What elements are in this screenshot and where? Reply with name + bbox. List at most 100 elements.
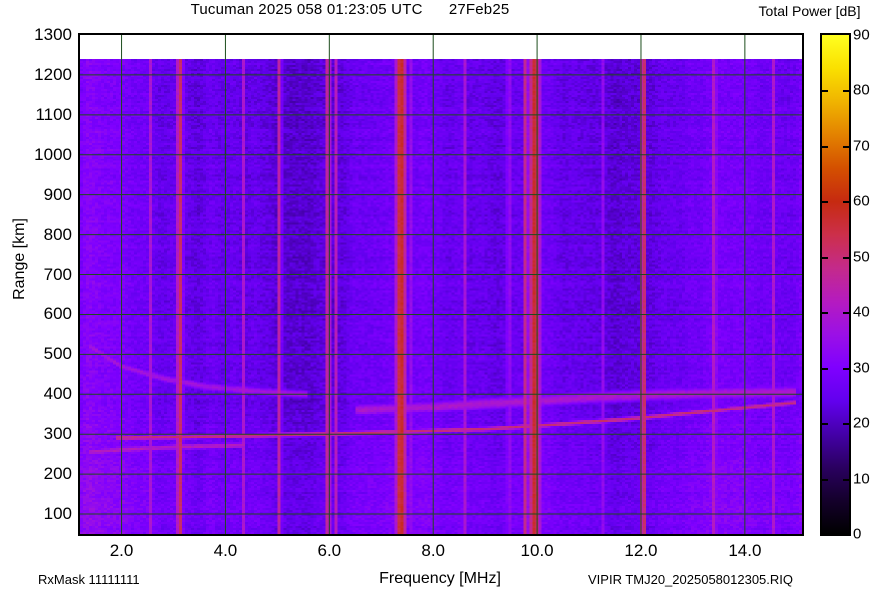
axis-tick	[122, 534, 124, 536]
axis-tick	[355, 534, 356, 536]
x-axis-tick-label: 10.0	[520, 541, 554, 560]
axis-tick	[802, 454, 804, 455]
axis-tick	[802, 294, 804, 295]
axis-tick	[212, 534, 213, 536]
page-title: Tucuman 2025 058 01:23:05 UTC 27Feb25	[190, 1, 510, 18]
axis-tick	[802, 255, 804, 256]
y-axis-tick-label: 1200	[34, 64, 72, 84]
axis-tick	[589, 534, 590, 536]
axis-tick	[802, 35, 804, 37]
axis-tick	[802, 185, 804, 186]
axis-tick	[802, 285, 804, 286]
axis-tick	[537, 534, 539, 536]
axis-tick	[802, 394, 804, 396]
axis-tick	[802, 265, 804, 266]
y-axis-tick-label: 600	[43, 304, 72, 324]
ionogram-plot-area[interactable]	[78, 33, 804, 536]
axis-tick	[802, 235, 804, 237]
axis-tick	[802, 115, 804, 117]
colorbar-tick-label: 20	[853, 414, 870, 432]
axis-tick	[550, 534, 551, 536]
axis-tick	[802, 85, 804, 86]
axis-tick	[802, 175, 804, 176]
axis-tick	[498, 534, 499, 536]
y-axis-tick-labels: 1300 1200 1100 1000 900 800 700 600 500 400 300 200…	[0, 25, 72, 536]
axis-tick	[745, 534, 747, 536]
y-axis-tick-label: 400	[43, 384, 72, 404]
axis-tick	[654, 534, 655, 536]
x-axis-tick-label: 4.0	[213, 541, 238, 560]
y-axis-tick-label: 200	[43, 464, 72, 484]
x-axis-tick-label: 8.0	[421, 541, 446, 560]
x-axis-tick-label: 6.0	[317, 541, 342, 560]
axis-tick	[802, 215, 804, 216]
colorbar-tick-label: 80	[853, 81, 870, 99]
axis-tick	[485, 534, 486, 536]
y-axis-tick-label: 100	[43, 504, 72, 524]
y-axis-tick-label: 1300	[34, 25, 72, 44]
axis-tick	[802, 484, 804, 485]
axis-tick	[407, 534, 408, 536]
axis-tick	[802, 165, 804, 166]
axis-tick	[251, 534, 252, 536]
x-axis-title: Frequency [MHz]	[379, 570, 501, 587]
axis-tick	[802, 314, 804, 316]
y-axis-tick-label: 300	[43, 424, 72, 444]
axis-tick	[802, 334, 804, 335]
axis-tick	[802, 95, 804, 96]
axis-tick	[802, 125, 804, 126]
colorbar-tick-label: 10	[853, 470, 870, 488]
axis-tick	[186, 534, 187, 536]
colorbar-tick-label: 30	[853, 359, 870, 377]
axis-tick	[83, 534, 84, 536]
colorbar-title: Total Power [dB]	[758, 3, 861, 19]
axis-tick	[329, 534, 331, 536]
axis-tick	[758, 534, 759, 536]
axis-tick	[96, 534, 97, 536]
axis-tick	[511, 534, 512, 536]
y-axis-title: Range [km]	[11, 218, 28, 300]
axis-tick	[732, 534, 733, 536]
x-axis-tick-label: 14.0	[728, 541, 762, 560]
axis-tick	[316, 534, 317, 536]
colorbar-tick-label: 50	[853, 248, 870, 266]
axis-tick	[802, 534, 804, 535]
axis-tick	[394, 534, 395, 536]
axis-tick	[802, 424, 804, 425]
axis-tick	[771, 534, 772, 536]
axis-tick	[802, 514, 804, 516]
axis-tick	[802, 344, 804, 345]
colorbar-gradient	[822, 35, 849, 534]
y-axis-tick-label: 500	[43, 344, 72, 364]
axis-tick	[802, 105, 804, 106]
axis-tick	[802, 205, 804, 206]
axis-tick	[290, 534, 291, 536]
spectrogram-image	[80, 35, 802, 534]
axis-tick	[264, 534, 265, 536]
colorbar-tick-label: 90	[853, 26, 870, 44]
axis-tick	[680, 534, 681, 536]
axis-tick	[802, 474, 804, 476]
axis-tick	[802, 245, 804, 246]
colorbar[interactable]	[820, 33, 851, 536]
axis-tick	[802, 225, 804, 226]
axis-tick	[802, 444, 804, 445]
axis-tick	[563, 534, 564, 536]
y-axis-tick-label: 900	[43, 184, 72, 204]
axis-tick	[802, 464, 804, 465]
axis-tick	[628, 534, 629, 536]
y-axis-tick-label: 1000	[34, 144, 72, 164]
axis-tick	[706, 534, 707, 536]
axis-tick	[277, 534, 278, 536]
y-axis-tick-label: 1100	[35, 104, 72, 124]
y-axis-tick-label: 800	[43, 224, 72, 244]
axis-tick	[615, 534, 616, 536]
spectrogram-canvas	[80, 35, 802, 534]
axis-tick	[802, 324, 804, 325]
axis-tick	[802, 434, 804, 436]
x-axis-tick-label: 2.0	[109, 541, 134, 560]
axis-tick	[446, 534, 447, 536]
axis-tick	[802, 45, 804, 46]
axis-tick	[802, 55, 804, 56]
axis-tick	[802, 504, 804, 505]
